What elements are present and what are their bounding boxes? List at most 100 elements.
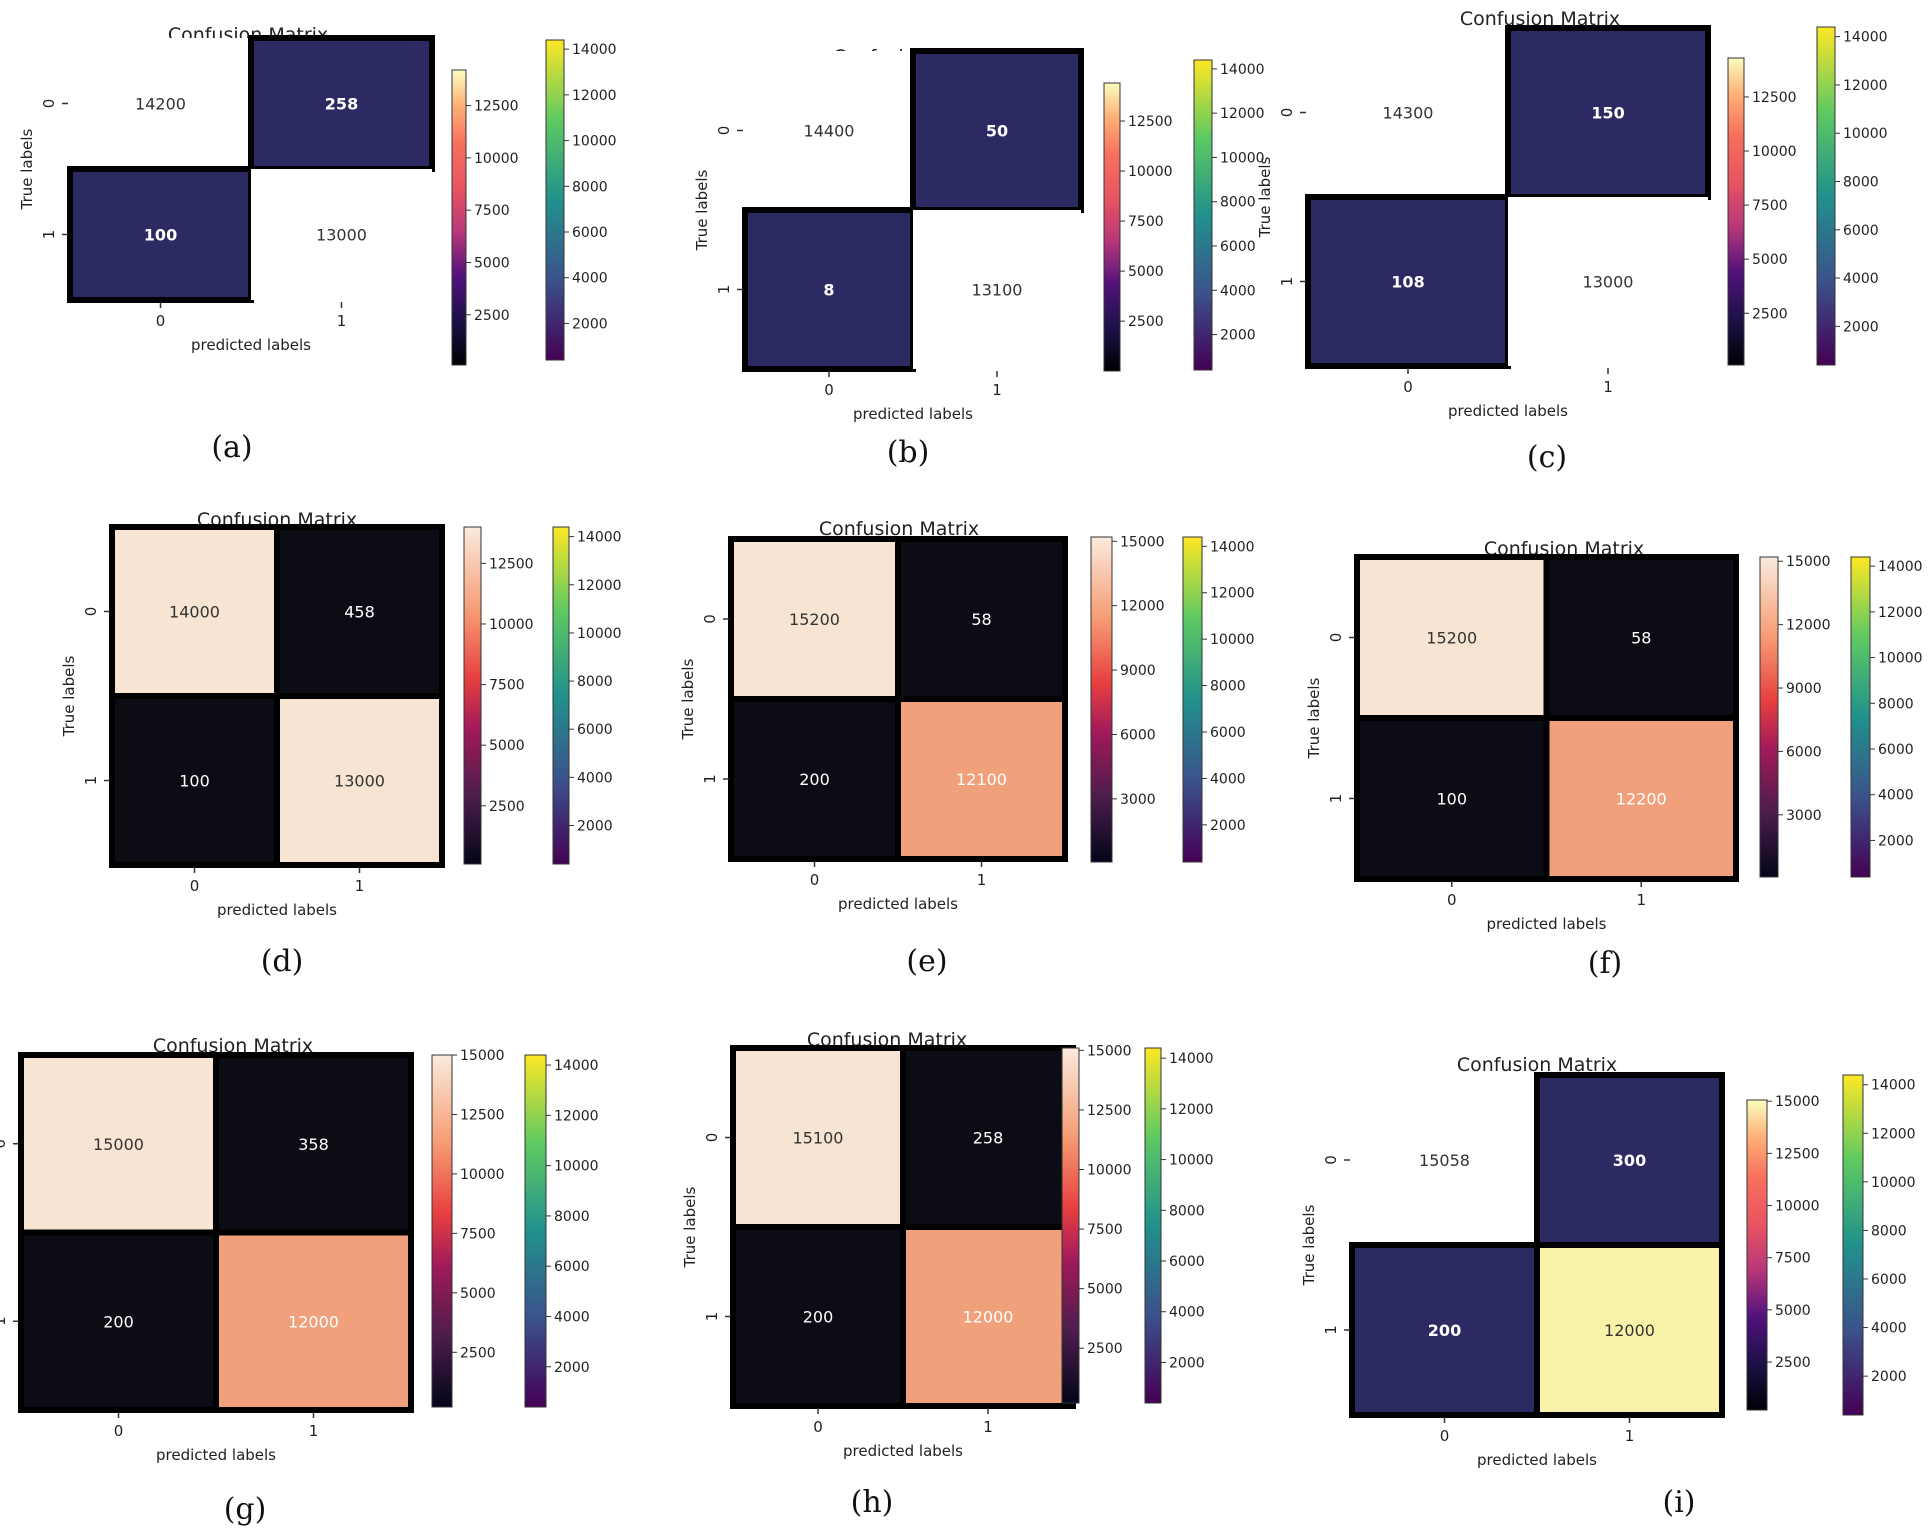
heatmap-cell: [895, 536, 1068, 702]
cell-value: 108: [1391, 273, 1424, 292]
panel-c: Confusion Matrix 14300 150 108 13000 0 1 True l…: [1256, 8, 1888, 475]
cell-value: 100: [144, 226, 177, 245]
y-tick-label: 1: [82, 776, 100, 786]
heatmap-cell: [1305, 194, 1511, 369]
viridis-tick-label: 6000: [1843, 223, 1879, 239]
cell-value: 14300: [1383, 104, 1434, 123]
colorbar-tick-label: 3000: [1120, 792, 1156, 808]
viridis-tick-label: 12000: [1169, 1102, 1214, 1118]
viridis-tick-label: 10000: [1843, 126, 1888, 142]
x-axis-label: predicted labels: [1477, 1451, 1597, 1469]
chart-title: Confusion Matrix: [1457, 1054, 1617, 1076]
x-tick-label: 0: [1403, 378, 1413, 396]
y-tick-label: 1: [701, 774, 719, 784]
viridis-tick-label: 12000: [1871, 1126, 1916, 1142]
colorbar-primary: [1727, 57, 1745, 366]
x-tick-label: 0: [190, 877, 200, 895]
colorbar-primary: [431, 1054, 453, 1408]
viridis-tick-label: 8000: [1169, 1203, 1205, 1219]
viridis-tick-label: 14000: [1843, 30, 1888, 46]
x-tick-label: 0: [1440, 1427, 1450, 1445]
cell-value: 200: [803, 1308, 834, 1327]
colorbar-primary: [1759, 556, 1779, 878]
viridis-tick-label: 2000: [572, 316, 608, 332]
viridis-tick-label: 6000: [1210, 725, 1246, 741]
cell-value: 150: [1591, 104, 1624, 123]
heatmap-cell: [1543, 715, 1739, 882]
y-tick-label: 1: [1322, 1325, 1340, 1335]
panel-caption: (b): [887, 435, 930, 470]
viridis-tick-label: 2000: [577, 818, 613, 834]
chart-title: Confusion Matrix: [819, 518, 979, 540]
viridis-tick-label: 14000: [1871, 1078, 1916, 1094]
viridis-tick-label: 12000: [1220, 106, 1265, 122]
y-tick-label: 0: [0, 1139, 9, 1149]
cell-value: 258: [973, 1129, 1004, 1148]
x-tick-label: 1: [992, 381, 1002, 399]
heatmap-cell: [1508, 197, 1708, 366]
colorbar-viridis: [1144, 1047, 1162, 1404]
cell-value: 100: [1436, 790, 1467, 809]
viridis-tick-label: 8000: [1878, 696, 1914, 712]
x-tick-label: 0: [114, 1422, 124, 1440]
y-tick-label: 1: [703, 1312, 721, 1322]
viridis-tick-label: 2000: [554, 1360, 590, 1376]
panel-caption: (d): [261, 944, 304, 979]
viridis-tick-label: 2000: [1210, 818, 1246, 834]
viridis-tick-label: 12000: [572, 88, 617, 104]
colorbar-tick-label: 10000: [1775, 1199, 1820, 1215]
heatmap-cell: [213, 1229, 414, 1413]
y-tick-label: 0: [82, 607, 100, 617]
colorbar-tick-label: 5000: [489, 738, 525, 754]
viridis-tick-label: 8000: [1843, 175, 1879, 191]
heatmap-cell: [1534, 1072, 1725, 1248]
x-tick-label: 1: [1625, 1427, 1635, 1445]
colorbar-tick-label: 9000: [1786, 681, 1822, 697]
colorbar-tick-label: 2500: [1752, 306, 1788, 322]
cell-value: 13100: [972, 281, 1023, 300]
y-tick-label: 1: [1327, 794, 1345, 804]
colorbar-primary: [1090, 536, 1113, 863]
colorbar-tick-label: 6000: [1120, 727, 1156, 743]
heatmap-cell: [730, 1045, 906, 1230]
x-tick-label: 1: [337, 312, 347, 330]
viridis-tick-label: 6000: [577, 722, 613, 738]
cell-value: 15200: [1426, 629, 1477, 648]
colorbar-tick-label: 5000: [1775, 1303, 1811, 1319]
heatmap-cell: [1308, 28, 1508, 197]
viridis-tick-label: 8000: [1871, 1223, 1907, 1239]
colorbar-viridis: [1816, 26, 1836, 366]
colorbar-tick-label: 2500: [1087, 1341, 1123, 1357]
colorbar-tick-label: 9000: [1120, 663, 1156, 679]
colorbar-tick-label: 2500: [474, 308, 510, 324]
heatmap-cell: [251, 169, 432, 300]
viridis-tick-label: 10000: [577, 626, 622, 642]
cell-value: 200: [1428, 1321, 1461, 1340]
cell-value: 15000: [93, 1135, 144, 1154]
cell-value: 13000: [1583, 273, 1634, 292]
heatmap-cell: [1543, 554, 1739, 721]
x-tick-label: 1: [977, 871, 987, 889]
colorbar-tick-label: 3000: [1786, 808, 1822, 824]
panel-caption: (e): [906, 944, 947, 979]
x-tick-label: 1: [1603, 378, 1613, 396]
cell-value: 12000: [288, 1312, 339, 1331]
viridis-tick-label: 12000: [554, 1108, 599, 1124]
colorbar-tick-label: 15000: [1087, 1043, 1132, 1059]
y-axis-label: True labels: [18, 128, 36, 210]
colorbar-tick-label: 12500: [474, 99, 519, 115]
heatmap-cell: [745, 51, 913, 210]
viridis-tick-label: 4000: [554, 1309, 590, 1325]
x-tick-label: 1: [309, 1422, 319, 1440]
viridis-tick-label: 6000: [1169, 1254, 1205, 1270]
y-tick-label: 1: [0, 1316, 9, 1326]
colorbar-tick-label: 7500: [489, 678, 525, 694]
colorbar-tick-label: 15000: [1775, 1094, 1820, 1110]
colorbar-tick-label: 7500: [460, 1226, 496, 1242]
cell-value: 458: [344, 603, 375, 622]
x-tick-label: 0: [813, 1418, 823, 1436]
viridis-tick-label: 6000: [572, 225, 608, 241]
viridis-tick-label: 2000: [1878, 833, 1914, 849]
